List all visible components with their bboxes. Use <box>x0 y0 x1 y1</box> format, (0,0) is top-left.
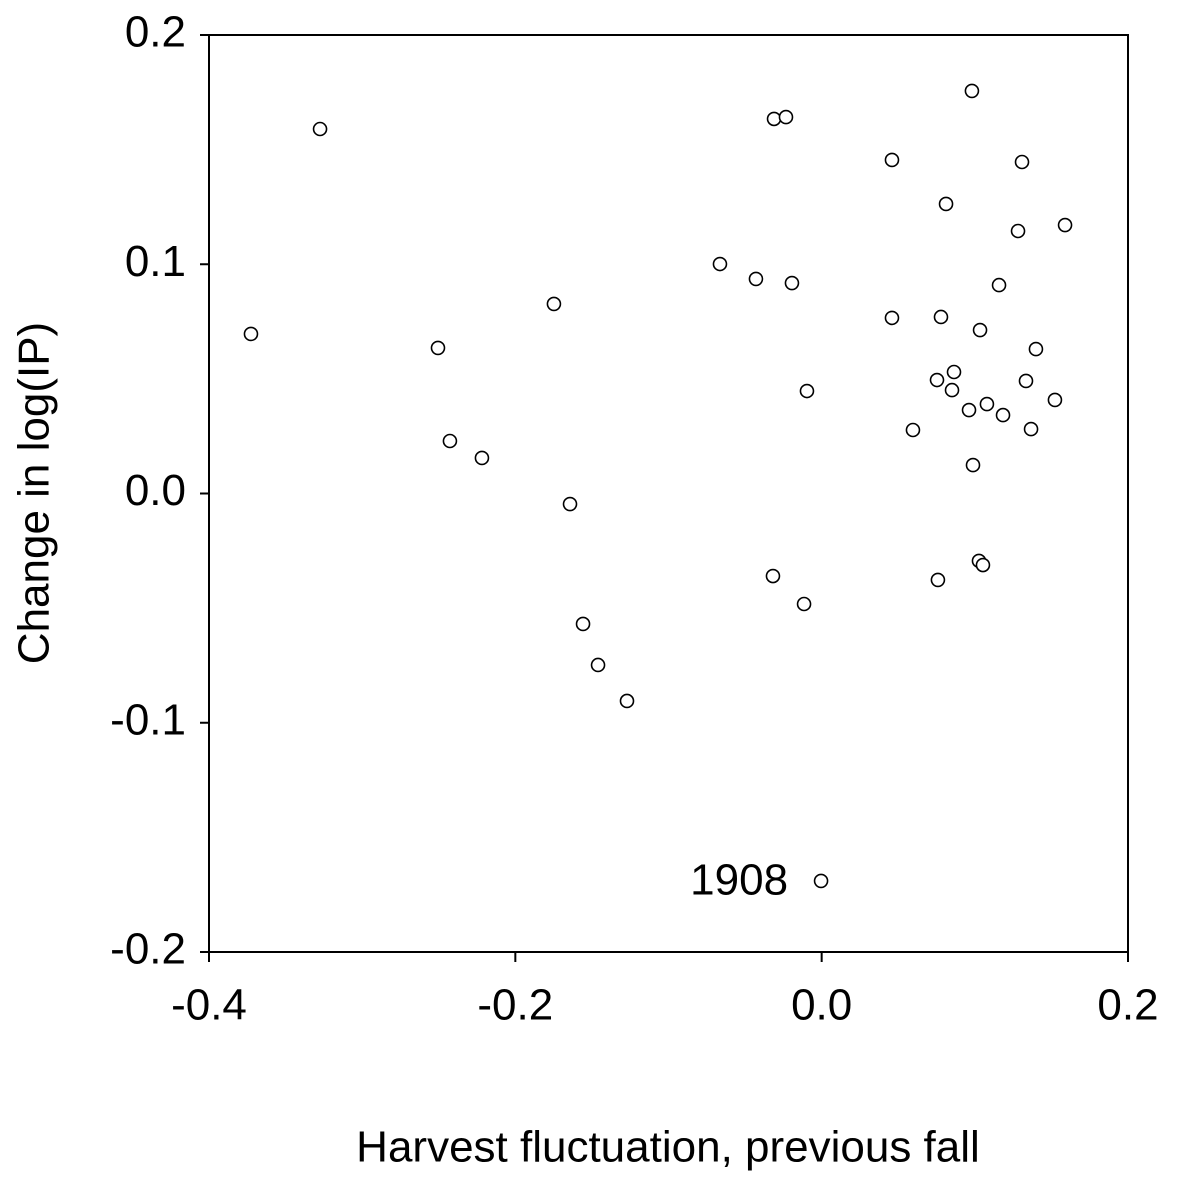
data-point <box>312 121 328 137</box>
data-point <box>965 457 981 473</box>
data-point <box>575 616 591 632</box>
data-point <box>799 383 815 399</box>
data-point <box>1028 341 1044 357</box>
x-tick-label: -0.2 <box>477 981 553 1030</box>
data-point <box>778 109 794 125</box>
data-point <box>765 568 781 584</box>
data-point <box>975 557 991 573</box>
data-point <box>964 83 980 99</box>
data-point <box>905 422 921 438</box>
data-point <box>619 693 635 709</box>
data-point <box>946 364 962 380</box>
data-point <box>884 310 900 326</box>
data-point <box>590 657 606 673</box>
data-point <box>430 340 446 356</box>
data-point <box>961 402 977 418</box>
data-point <box>784 275 800 291</box>
x-tick-label: 0.2 <box>1097 981 1158 1030</box>
data-point <box>813 873 829 889</box>
x-tick-label: 0.0 <box>791 981 852 1030</box>
data-point <box>1010 223 1026 239</box>
y-tick-label: 0.1 <box>125 237 186 286</box>
data-point <box>1014 154 1030 170</box>
y-tick-label: -0.2 <box>110 925 186 974</box>
data-point <box>1018 373 1034 389</box>
data-point <box>546 296 562 312</box>
y-tick-label: 0.2 <box>125 8 186 57</box>
data-point <box>944 382 960 398</box>
data-point <box>474 450 490 466</box>
data-point <box>929 372 945 388</box>
data-point <box>796 596 812 612</box>
data-point <box>972 322 988 338</box>
plot-frame <box>208 34 1129 953</box>
data-point <box>979 396 995 412</box>
data-point <box>933 309 949 325</box>
y-axis-label: Change in log(IP) <box>10 322 59 664</box>
data-point <box>562 496 578 512</box>
y-tick-label: 0.0 <box>125 466 186 515</box>
data-point <box>243 326 259 342</box>
data-point <box>766 111 782 127</box>
data-point <box>995 407 1011 423</box>
data-point <box>1023 421 1039 437</box>
x-tick-label: -0.4 <box>171 981 247 1030</box>
data-point <box>1057 217 1073 233</box>
x-axis-label: Harvest fluctuation, previous fall <box>356 1123 980 1172</box>
data-point <box>938 196 954 212</box>
data-point <box>442 433 458 449</box>
data-point <box>884 152 900 168</box>
y-tick-label: -0.1 <box>110 695 186 744</box>
annotation: 1908 <box>690 856 788 905</box>
data-point <box>712 256 728 272</box>
data-point <box>748 271 764 287</box>
data-point <box>1047 392 1063 408</box>
data-point <box>930 572 946 588</box>
data-point <box>991 277 1007 293</box>
